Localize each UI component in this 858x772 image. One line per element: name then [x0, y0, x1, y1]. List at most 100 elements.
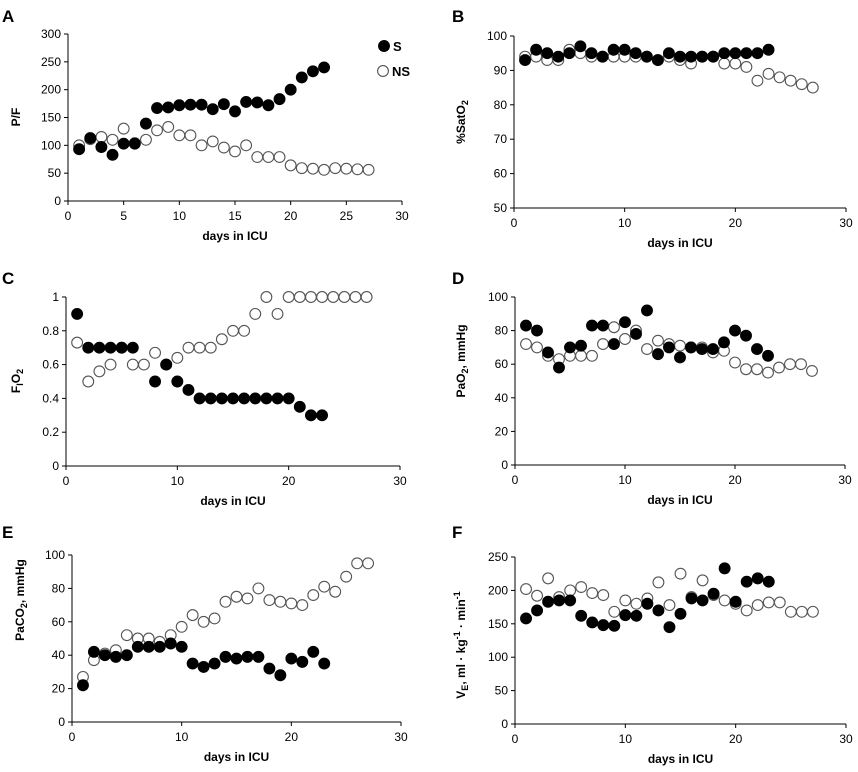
data-point-ns [806, 605, 819, 618]
data-point-s [197, 660, 210, 673]
data-point-s [530, 43, 543, 56]
data-point-s [674, 607, 687, 620]
panel-b: B 50 60 70 80 90 100 0 10 20 30 days in ICU %SatO2 [452, 7, 853, 250]
data-point-ns [762, 366, 774, 379]
data-point-ns [306, 162, 319, 175]
data-point-ns [718, 594, 731, 607]
data-point-s [707, 50, 720, 63]
x-tick-label: 30 [839, 732, 853, 746]
data-point-ns [95, 131, 108, 143]
data-point-s [564, 341, 576, 354]
data-point-s [597, 319, 609, 332]
data-point-ns [227, 324, 239, 337]
y-tick-label: 60 [495, 357, 509, 371]
data-point-ns [751, 599, 764, 612]
x-tick-label: 0 [511, 216, 518, 230]
x-axis-title: days in ICU [200, 494, 265, 508]
y-tick-label: 90 [494, 63, 508, 77]
data-point-ns [204, 341, 217, 354]
data-point-ns [193, 341, 206, 354]
data-point-s [685, 341, 697, 354]
data-point-s [206, 103, 219, 116]
panel-letter: F [452, 523, 462, 542]
data-point-s [718, 336, 730, 349]
y-tick-label: 200 [41, 83, 61, 97]
data-point-ns [773, 71, 786, 84]
data-point-s [273, 93, 286, 106]
data-point-s [271, 392, 284, 405]
y-tick-label: 0.8 [42, 324, 59, 338]
data-point-s [585, 47, 598, 60]
data-point-s [175, 640, 188, 653]
data-point-ns [282, 291, 295, 303]
data-point-s [193, 392, 206, 405]
data-point-s [318, 61, 331, 74]
y-tick-label: 0 [501, 717, 508, 731]
data-point-s [274, 669, 287, 682]
data-point-s [73, 143, 86, 156]
data-point-s [640, 50, 653, 63]
data-point-s [608, 619, 621, 632]
data-point-s [618, 43, 631, 56]
data-point-ns [175, 620, 188, 633]
data-point-ns [284, 159, 297, 172]
y-tick-label: 40 [52, 648, 66, 662]
y-axis-title: VE, ml · kg-1 · min-1 [452, 591, 470, 698]
data-point-s [729, 47, 742, 60]
y-tick-label: 150 [41, 111, 61, 125]
data-point-s [740, 575, 753, 588]
data-point-s [215, 392, 228, 405]
data-point-s [126, 341, 139, 354]
data-point-ns [285, 597, 298, 610]
data-point-s [106, 148, 119, 161]
data-point-s [104, 341, 117, 354]
data-point-ns [718, 57, 731, 70]
data-point-s [162, 101, 175, 114]
data-point-ns [238, 324, 251, 337]
series-s [77, 637, 331, 692]
data-point-s [240, 95, 253, 108]
series-ns [71, 291, 373, 388]
data-point-ns [338, 291, 351, 303]
legend-label-ns: NS [392, 64, 410, 79]
data-point-s [307, 645, 320, 658]
data-point-ns [327, 291, 340, 303]
y-axis-title: FIO2 [9, 369, 25, 393]
data-point-s [164, 637, 177, 650]
data-point-ns [126, 358, 139, 371]
data-point-s [115, 341, 128, 354]
data-point-ns [751, 363, 763, 376]
data-point-s [71, 307, 84, 320]
y-tick-label: 50 [495, 684, 509, 698]
data-point-s [674, 351, 686, 364]
data-point-s [304, 409, 317, 422]
data-point-ns [696, 574, 709, 587]
data-point-ns [740, 604, 753, 617]
data-point-ns [663, 599, 676, 612]
series-s [73, 61, 331, 161]
data-point-ns [531, 341, 543, 354]
data-point-ns [318, 163, 331, 176]
data-point-ns [293, 291, 306, 303]
y-tick-label: 100 [487, 29, 507, 43]
data-point-s [186, 657, 199, 670]
panel-f: F 0 50 100 150 200 250 0 10 20 30 days in ICU VE, ml… [452, 523, 853, 766]
y-tick-label: 80 [495, 324, 509, 338]
data-point-ns [318, 580, 331, 593]
series-s [71, 307, 329, 422]
data-point-ns [252, 582, 265, 595]
x-tick-label: 0 [63, 474, 70, 488]
data-point-s [707, 587, 720, 600]
data-point-ns [575, 581, 588, 594]
legend-label-s: S [393, 39, 402, 54]
data-point-ns [784, 358, 796, 371]
data-point-ns [608, 605, 621, 618]
data-point-ns [729, 57, 742, 70]
data-point-s [208, 657, 221, 670]
data-point-s [641, 597, 654, 610]
x-tick-label: 30 [393, 474, 407, 488]
data-point-s [729, 324, 741, 337]
data-point-ns [351, 557, 364, 570]
data-point-s [117, 137, 130, 150]
